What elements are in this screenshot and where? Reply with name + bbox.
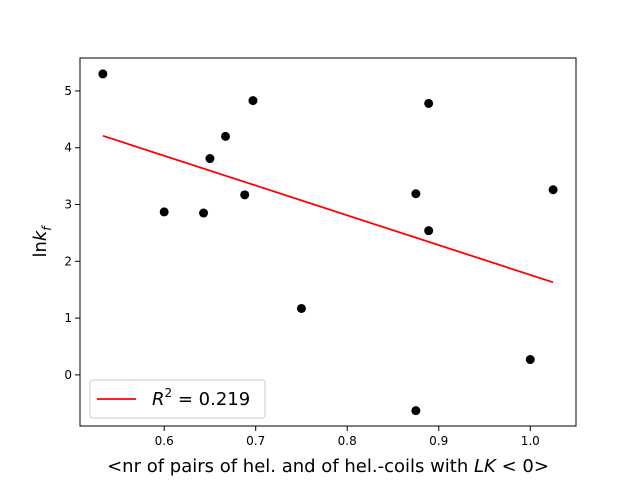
x-tick-label: 0.8 [338,434,357,448]
legend-box [89,379,266,419]
data-point [411,189,421,199]
data-point [248,96,258,106]
plot-layer [98,69,558,416]
fit-line [102,134,554,284]
x-tick-label: 0.6 [155,434,174,448]
y-tick-label: 4 [64,141,72,155]
data-point [424,98,434,108]
data-point [296,303,306,313]
x-axis-label: <nr of pairs of hel. and of hel.-coils w… [107,456,549,477]
data-point [240,190,250,200]
x-tick-label: 1.0 [521,434,540,448]
data-point [205,154,215,164]
y-tick-label: 3 [64,198,72,212]
legend: R2 = 0.219 [89,379,266,419]
x-tick-label: 0.9 [429,434,448,448]
axes-frame [79,57,577,427]
data-point [411,406,421,416]
y-tick-label: 0 [64,368,72,382]
legend-label-fit: R2 = 0.219 [152,386,250,410]
data-point [424,226,434,236]
data-point [548,185,558,195]
ticks-layer: 0.6 0.7 0.8 0.9 1.0 0 1 2 3 4 5 [64,84,539,448]
data-point [525,355,535,365]
y-tick-label: 5 [64,84,72,98]
data-point [199,208,209,218]
data-point [98,69,108,79]
y-axis-label: lnkf [30,225,54,258]
y-tick-label: 1 [64,311,72,325]
data-point [159,207,169,217]
data-point [221,131,231,141]
x-tick-label: 0.7 [246,434,265,448]
y-tick-label: 2 [64,254,72,268]
